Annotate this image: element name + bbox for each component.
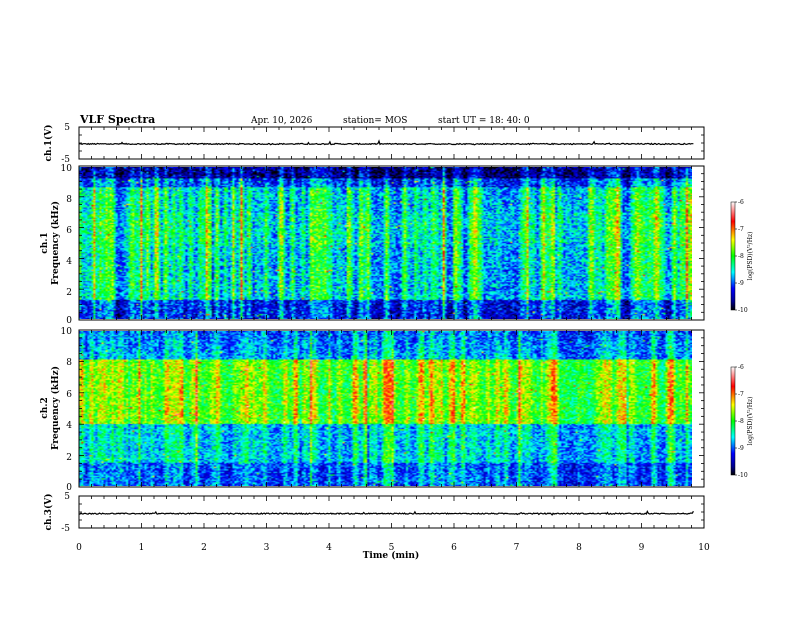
ch2-colorbar-tick: -6 (738, 364, 744, 371)
ch1-freq-tick-label: 10 (61, 164, 73, 174)
ch1-freq-tick-label: 8 (66, 195, 72, 205)
x-tick-label: 7 (514, 543, 520, 553)
ch1-waveform-trace (79, 139, 694, 146)
x-tick-label: 6 (451, 543, 457, 553)
ch1-colorbar-tick: -8 (738, 253, 744, 260)
ch2-freq-tick-label: 0 (66, 483, 72, 493)
date-label: Apr. 10, 2026 (250, 116, 313, 126)
ch1-colorbar-tick: -9 (738, 280, 744, 287)
ch3-waveform-ylabel: ch.3(V) (43, 494, 54, 531)
ch2-freq-tick-label: 6 (66, 390, 72, 400)
ch3-ytick-label: 5 (64, 492, 70, 502)
ch2-colorbar-tick: -10 (738, 472, 748, 479)
figure-title: VLF Spectra (79, 113, 155, 126)
ch1-waveform-ylabel: ch.1(V) (43, 125, 54, 162)
ch2-colorbar-tick: -7 (738, 391, 744, 398)
x-tick-label: 4 (326, 543, 332, 553)
x-tick-label: 8 (576, 543, 582, 553)
ch2-freq-tick-label: 8 (66, 358, 72, 368)
ch2-spectrogram-image (79, 331, 692, 486)
ch1-colorbar-tick: -7 (738, 226, 744, 233)
x-tick-label: 9 (639, 543, 645, 553)
start-ut-label: start UT = 18: 40: 0 (438, 116, 530, 126)
x-tick-label: 2 (201, 543, 207, 553)
ch1-spectrogram-image (79, 167, 692, 319)
ch3-waveform-trace (78, 509, 694, 516)
axis-ticks (78, 126, 705, 529)
ch2-freq-tick-label: 10 (61, 327, 73, 337)
station-label: station= MOS (343, 116, 407, 126)
x-tick-label: 10 (698, 543, 710, 553)
ch1-spectrogram-ylabel-line2: Frequency (kHz) (50, 201, 61, 285)
ch1-freq-tick-label: 2 (66, 288, 72, 298)
ch2-freq-tick-label: 4 (66, 421, 72, 431)
x-tick-label: 5 (389, 543, 395, 553)
ch1-colorbar-tick: -10 (738, 307, 748, 314)
ch2-colorbar: -6 -7 -8 -9 -10 log(PSD)(V²/Hz) (730, 364, 754, 479)
x-tick-label: 3 (264, 543, 270, 553)
ch2-spectrogram-ylabel-line2: Frequency (kHz) (50, 366, 61, 450)
ch1-colorbar-tick: -6 (738, 199, 744, 206)
ch1-colorbar-label: log(PSD)(V²/Hz) (747, 232, 754, 281)
ch1-freq-tick-label: 4 (66, 257, 72, 267)
ch3-ytick-label: -5 (61, 524, 70, 534)
ch2-freq-tick-label: 2 (66, 453, 72, 463)
x-axis-label: Time (min) (363, 550, 420, 561)
ch1-ytick-label: 5 (64, 123, 70, 133)
ch1-ytick-label: -5 (61, 155, 70, 165)
x-tick-label: 0 (76, 543, 82, 553)
ch2-colorbar-tick: -8 (738, 418, 744, 425)
x-tick-label: 1 (139, 543, 145, 553)
ch1-freq-tick-label: 6 (66, 226, 72, 236)
ch2-colorbar-label: log(PSD)(V²/Hz) (747, 397, 754, 446)
ch1-colorbar: -6 -7 -8 -9 -10 log(PSD)(V²/Hz) (730, 199, 754, 314)
ch1-freq-tick-label: 0 (66, 316, 72, 326)
ch2-colorbar-tick: -9 (738, 445, 744, 452)
ch2-spectrogram-ylabel-line1: ch.2 (40, 397, 50, 418)
ch1-spectrogram-ylabel-line1: ch.1 (40, 232, 50, 253)
